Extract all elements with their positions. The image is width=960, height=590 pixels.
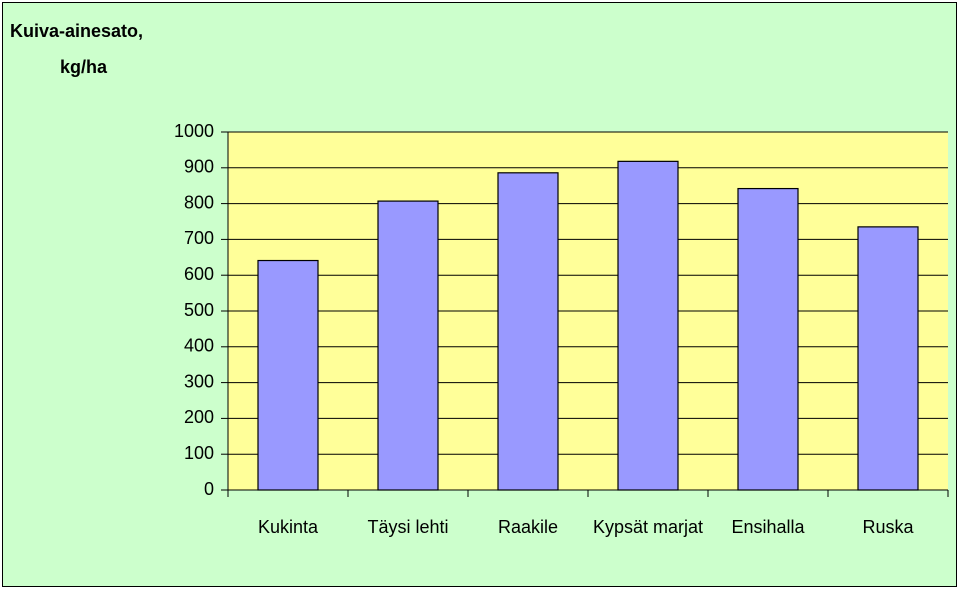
y-tick-label: 900 (184, 157, 214, 177)
y-tick-label: 600 (184, 264, 214, 284)
y-tick-label: 500 (184, 300, 214, 320)
y-tick-label: 700 (184, 228, 214, 248)
y-tick-label: 1000 (174, 121, 214, 141)
y-tick-label: 100 (184, 443, 214, 463)
bar (617, 160, 679, 491)
y-tick-label: 400 (184, 336, 214, 356)
x-tick-label: Täysi lehti (367, 517, 448, 537)
bar (497, 172, 559, 491)
y-tick-label: 800 (184, 192, 214, 212)
x-tick-label: Ensihalla (731, 517, 805, 537)
x-tick-label: Kukinta (258, 517, 319, 537)
bar (737, 187, 799, 491)
bar (257, 259, 319, 491)
y-tick-label: 300 (184, 371, 214, 391)
x-tick-label: Kypsät marjat (593, 517, 703, 537)
x-tick-label: Raakile (498, 517, 558, 537)
y-tick-label: 200 (184, 407, 214, 427)
bar (857, 226, 919, 491)
y-axis-title: kg/ha (60, 57, 108, 77)
y-tick-label: 0 (204, 479, 214, 499)
y-axis-title: Kuiva-ainesato, (10, 21, 143, 41)
bar (377, 200, 439, 491)
x-tick-label: Ruska (862, 517, 914, 537)
